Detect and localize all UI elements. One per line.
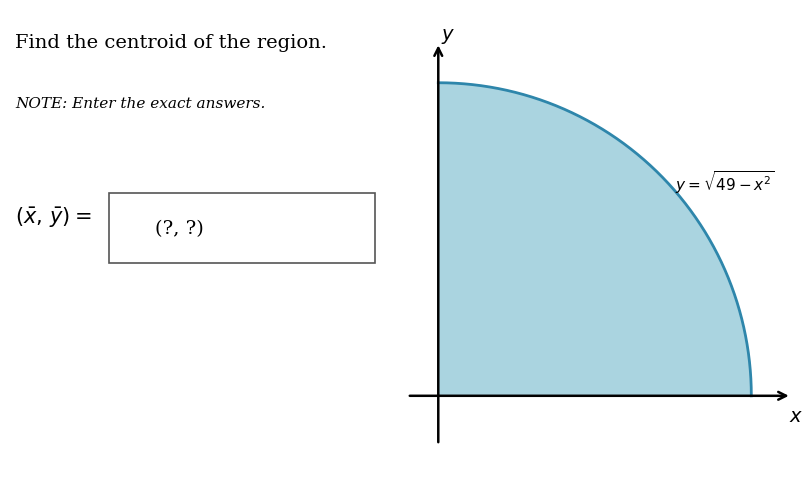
FancyBboxPatch shape xyxy=(109,194,375,264)
Text: $x$: $x$ xyxy=(789,407,803,425)
Text: Find the centroid of the region.: Find the centroid of the region. xyxy=(15,34,328,52)
Text: (?, ?): (?, ?) xyxy=(155,220,204,238)
Text: $y$: $y$ xyxy=(441,27,456,46)
Text: NOTE: Enter the exact answers.: NOTE: Enter the exact answers. xyxy=(15,97,266,111)
Text: $(\bar{x},\, \bar{y}) = $: $(\bar{x},\, \bar{y}) = $ xyxy=(15,206,92,230)
Text: $y = \sqrt{49 - x^2}$: $y = \sqrt{49 - x^2}$ xyxy=(675,168,775,195)
Polygon shape xyxy=(438,84,751,396)
